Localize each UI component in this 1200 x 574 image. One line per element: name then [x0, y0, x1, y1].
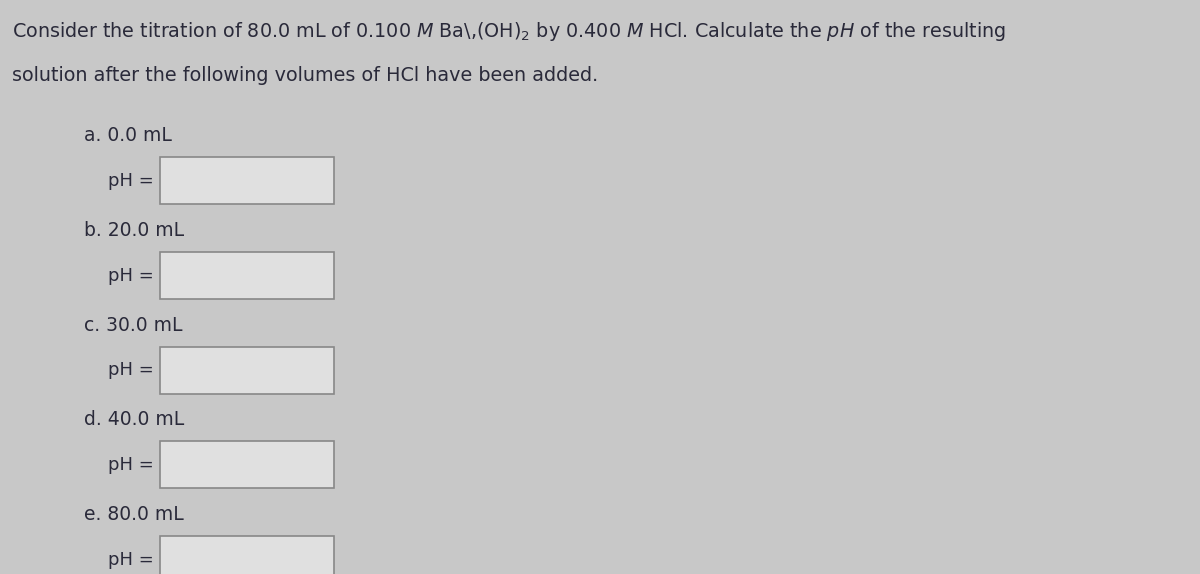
FancyBboxPatch shape: [160, 347, 334, 394]
FancyBboxPatch shape: [160, 536, 334, 574]
FancyBboxPatch shape: [160, 441, 334, 488]
Text: d. 40.0 mL: d. 40.0 mL: [84, 410, 185, 429]
Text: pH =: pH =: [108, 172, 154, 190]
Text: Consider the titration of 80.0 mL of 0.100 $\it{M}$ Ba\,(OH)$_2$ by 0.400 $\it{M: Consider the titration of 80.0 mL of 0.1…: [12, 20, 1006, 43]
Text: pH =: pH =: [108, 361, 154, 379]
Text: solution after the following volumes of HCl have been added.: solution after the following volumes of …: [12, 66, 599, 85]
Text: e. 80.0 mL: e. 80.0 mL: [84, 505, 184, 524]
Text: b. 20.0 mL: b. 20.0 mL: [84, 221, 184, 240]
Text: pH =: pH =: [108, 456, 154, 474]
Text: c. 30.0 mL: c. 30.0 mL: [84, 316, 182, 335]
FancyBboxPatch shape: [160, 252, 334, 299]
FancyBboxPatch shape: [160, 157, 334, 204]
Text: pH =: pH =: [108, 550, 154, 569]
Text: a. 0.0 mL: a. 0.0 mL: [84, 126, 172, 145]
Text: pH =: pH =: [108, 266, 154, 285]
